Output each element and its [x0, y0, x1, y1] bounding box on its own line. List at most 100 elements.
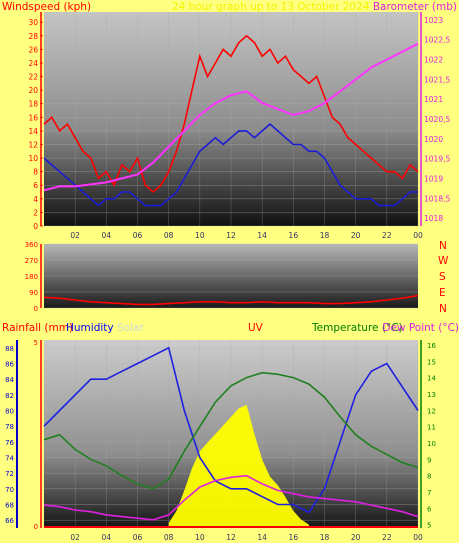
rain-x-tick-label: 14	[257, 533, 267, 542]
barometer-tick-label: 1018	[424, 214, 443, 223]
windspeed-tick-label: 14	[28, 127, 38, 136]
humidity-tick-label: 74	[5, 455, 14, 463]
wind-x-tick-label: 14	[257, 231, 267, 240]
rain-x-tick-label: 02	[70, 533, 80, 542]
humidity-tick-label: 68	[5, 502, 14, 510]
wind-x-tick-label: 16	[289, 231, 299, 240]
windspeed-tick-label: 8	[33, 168, 38, 177]
windspeed-tick-label: 2	[33, 208, 38, 217]
compass-n-bottom: N	[439, 303, 447, 315]
humidity-tick-label: 80	[5, 408, 14, 416]
rain-x-tick-label: 12	[226, 533, 236, 542]
direction-tick-label: 0	[34, 305, 38, 313]
series-line-average	[43, 123, 418, 207]
rain-x-tick-label: 18	[320, 533, 330, 542]
humidity-tick-label: 84	[5, 376, 14, 384]
series-line-direction	[43, 294, 419, 306]
series-line-dew-point	[43, 474, 419, 521]
direction-tick-label: 360	[25, 241, 38, 249]
barometer-tick-label: 1020	[424, 135, 443, 144]
chart-title: 24 hour graph up to 13 October 2024	[172, 1, 370, 13]
dewpoint-axis-label: Dew Point (°C)	[382, 322, 459, 334]
windspeed-tick-label: 26	[28, 45, 38, 54]
humidity-tick-label: 72	[5, 470, 14, 478]
wind-series	[43, 34, 419, 207]
barometer-tick-label: 1022	[424, 56, 443, 65]
temperature-tick-label: 7	[427, 489, 431, 497]
temperature-tick-label: 8	[427, 473, 431, 481]
series-line-gust	[43, 34, 419, 194]
direction-grid	[44, 243, 418, 309]
temperature-tick-label: 5	[427, 522, 431, 530]
series-area-uv	[168, 404, 309, 528]
compass-e: E	[439, 287, 446, 299]
windspeed-tick-label: 30	[28, 18, 38, 27]
wind-x-tick-label: 00	[413, 231, 423, 240]
barometer-tick-label: 1021,5	[424, 75, 450, 84]
wind-x-tick-label: 12	[226, 231, 236, 240]
temperature-tick-label: 10	[427, 440, 436, 448]
humidity-tick-label: 78	[5, 423, 14, 431]
series-line-temperature	[43, 371, 419, 490]
barometer-tick-label: 1019,5	[424, 155, 450, 164]
rainfall-tick-label: 5	[34, 339, 38, 347]
direction-tick-label: 180	[25, 273, 38, 281]
temperature-tick-label: 12	[427, 407, 436, 415]
solar-axis-label: Solar	[117, 322, 144, 334]
barometer-tick-label: 1023	[424, 16, 443, 25]
windspeed-tick-label: 24	[28, 59, 38, 68]
windspeed-tick-label: 16	[28, 113, 38, 122]
compass-s: S	[439, 271, 446, 283]
wind-x-tick-label: 02	[70, 231, 80, 240]
windspeed-axis-label: Windspeed (kph)	[2, 1, 91, 13]
barometer-tick-label: 1019	[424, 174, 443, 183]
barometer-axis-label: Barometer (mb)	[373, 1, 457, 13]
rain-x-tick-label: 10	[195, 533, 205, 542]
wind-x-tick-label: 18	[320, 231, 330, 240]
humidity-tick-label: 66	[5, 517, 14, 525]
wind-x-tick-label: 04	[102, 231, 112, 240]
temperature-tick-label: 15	[427, 358, 436, 366]
barometer-tick-label: 1018,5	[424, 194, 450, 203]
temperature-axis-label: Temperature (°C)	[311, 322, 403, 334]
rain-x-tick-label: 16	[289, 533, 299, 542]
windspeed-tick-label: 28	[28, 32, 38, 41]
wind-x-tick-label: 20	[351, 231, 361, 240]
barometer-tick-label: 1021	[424, 95, 443, 104]
rainfall-tick-label: 0	[34, 523, 38, 531]
barometer-tick-label: 1022,5	[424, 36, 450, 45]
windspeed-tick-label: 22	[28, 73, 38, 82]
temperature-tick-label: 11	[427, 424, 436, 432]
rain-x-tick-label: 08	[164, 533, 174, 542]
series-line-barometer	[43, 42, 419, 192]
windspeed-tick-label: 20	[28, 86, 38, 95]
windspeed-tick-label: 18	[28, 100, 38, 109]
temperature-tick-label: 14	[427, 375, 436, 383]
rain-x-tick-label: 06	[133, 533, 143, 542]
axis-ticks: 02468101214161820222426283010181018,5101…	[5, 12, 450, 542]
barometer-tick-label: 1020,5	[424, 115, 450, 124]
rainfall-axis-label: Rainfall (mm)	[2, 322, 73, 334]
uv-axis-label: UV	[248, 322, 264, 334]
direction-tick-label: 270	[25, 257, 38, 265]
windspeed-tick-label: 0	[33, 222, 38, 231]
direction-series	[43, 294, 419, 306]
temperature-tick-label: 16	[427, 342, 436, 350]
wind-x-tick-label: 06	[133, 231, 143, 240]
humidity-tick-label: 88	[5, 345, 14, 353]
humidity-tick-label: 70	[5, 486, 14, 494]
wind-x-tick-label: 22	[382, 231, 392, 240]
humidity-axis-label: Humidity	[66, 322, 114, 334]
humidity-tick-label: 82	[5, 392, 14, 400]
compass-w: W	[438, 255, 449, 267]
rain-x-tick-label: 22	[382, 533, 392, 542]
rain-x-tick-label: 20	[351, 533, 361, 542]
humidity-tick-label: 76	[5, 439, 14, 447]
windspeed-tick-label: 6	[33, 181, 38, 190]
compass-n-top: N	[439, 240, 447, 252]
series-line-humidity	[43, 346, 419, 514]
rain-x-tick-label: 04	[102, 533, 112, 542]
rain-series	[43, 346, 419, 528]
